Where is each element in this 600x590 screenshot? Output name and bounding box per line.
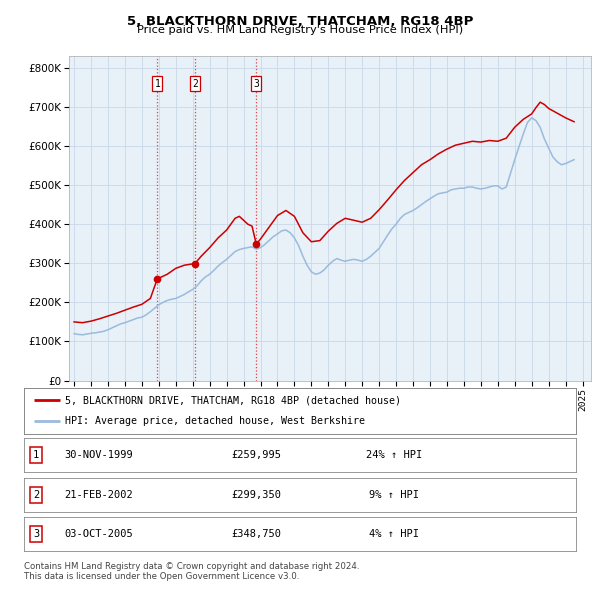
Text: 2: 2 xyxy=(192,78,198,88)
Text: 9% ↑ HPI: 9% ↑ HPI xyxy=(369,490,419,500)
Text: 1: 1 xyxy=(33,450,39,460)
Text: 03-OCT-2005: 03-OCT-2005 xyxy=(64,529,133,539)
Text: 30-NOV-1999: 30-NOV-1999 xyxy=(64,450,133,460)
Text: £259,995: £259,995 xyxy=(231,450,281,460)
Text: This data is licensed under the Open Government Licence v3.0.: This data is licensed under the Open Gov… xyxy=(24,572,299,581)
Text: £299,350: £299,350 xyxy=(231,490,281,500)
Text: 5, BLACKTHORN DRIVE, THATCHAM, RG18 4BP (detached house): 5, BLACKTHORN DRIVE, THATCHAM, RG18 4BP … xyxy=(65,395,401,405)
Text: 3: 3 xyxy=(253,78,259,88)
Text: 4% ↑ HPI: 4% ↑ HPI xyxy=(369,529,419,539)
Text: 5, BLACKTHORN DRIVE, THATCHAM, RG18 4BP: 5, BLACKTHORN DRIVE, THATCHAM, RG18 4BP xyxy=(127,15,473,28)
Text: 3: 3 xyxy=(33,529,39,539)
Text: Contains HM Land Registry data © Crown copyright and database right 2024.: Contains HM Land Registry data © Crown c… xyxy=(24,562,359,571)
Text: £348,750: £348,750 xyxy=(231,529,281,539)
Text: 1: 1 xyxy=(154,78,160,88)
Text: HPI: Average price, detached house, West Berkshire: HPI: Average price, detached house, West… xyxy=(65,417,365,427)
Text: Price paid vs. HM Land Registry's House Price Index (HPI): Price paid vs. HM Land Registry's House … xyxy=(137,25,463,35)
Text: 2: 2 xyxy=(33,490,39,500)
Text: 24% ↑ HPI: 24% ↑ HPI xyxy=(366,450,422,460)
Text: 21-FEB-2002: 21-FEB-2002 xyxy=(64,490,133,500)
